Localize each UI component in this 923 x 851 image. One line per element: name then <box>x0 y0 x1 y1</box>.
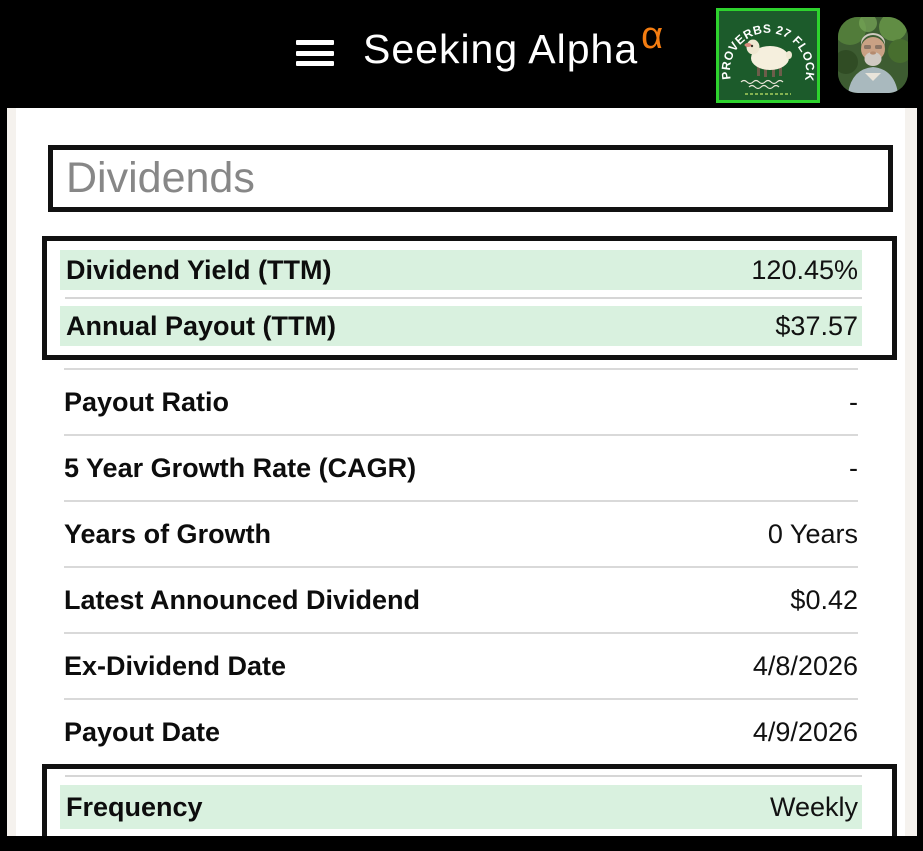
row-label: Latest Announced Dividend <box>64 584 421 615</box>
seeking-alpha-logo[interactable]: Seeking Alphaα <box>363 15 664 73</box>
brand-text: Seeking Alpha <box>363 26 639 72</box>
avatar-photo <box>838 17 908 93</box>
menu-bar <box>296 61 334 66</box>
row-value: - <box>849 452 858 483</box>
yield-payout-annotation-box: Dividend Yield (TTM) 120.45% Annual Payo… <box>42 236 897 360</box>
dividends-title-annotation-box: Dividends <box>48 145 893 212</box>
row-divider <box>64 566 858 568</box>
table-row: Latest Announced Dividend $0.42 <box>64 568 858 632</box>
frequency-annotation-box: Frequency Weekly <box>42 764 897 842</box>
row-value: 4/8/2026 <box>752 650 858 681</box>
table-row: Years of Growth 0 Years <box>64 502 858 566</box>
row-value: 120.45% <box>751 254 858 285</box>
app-header: Seeking Alphaα PROVERBS 27 FLOCKS <box>0 0 923 108</box>
row-divider <box>64 698 858 700</box>
table-row: Payout Ratio - <box>64 370 858 434</box>
alpha-icon: α <box>641 15 665 57</box>
page-margin-left <box>7 108 16 836</box>
row-divider <box>64 632 858 634</box>
row-label: Dividend Yield (TTM) <box>66 254 332 285</box>
table-row: Dividend Yield (TTM) 120.45% <box>60 250 862 290</box>
menu-bar <box>296 50 334 56</box>
frame-border-right <box>917 0 923 851</box>
row-label: Years of Growth <box>64 518 272 549</box>
page-title: Dividends <box>66 154 255 202</box>
row-value: $0.42 <box>790 584 858 615</box>
row-divider <box>65 297 862 299</box>
row-divider <box>64 434 858 436</box>
row-value: 0 Years <box>767 518 858 549</box>
row-label: 5 Year Growth Rate (CAGR) <box>64 452 417 483</box>
table-row: Frequency Weekly <box>60 785 862 829</box>
frame-border-bottom <box>0 836 923 851</box>
proverbs-27-flocks-badge: PROVERBS 27 FLOCKS <box>716 8 820 103</box>
frame-border-left <box>0 0 7 851</box>
row-divider <box>64 368 858 370</box>
row-label: Frequency <box>66 791 203 822</box>
profile-avatar[interactable] <box>838 17 908 93</box>
row-label: Payout Ratio <box>64 386 230 417</box>
row-divider <box>65 775 862 777</box>
row-value: 4/9/2026 <box>752 716 858 747</box>
sheep-logo-icon: PROVERBS 27 FLOCKS <box>719 11 817 95</box>
row-value: Weekly <box>769 791 858 822</box>
table-row: 5 Year Growth Rate (CAGR) - <box>64 436 858 500</box>
table-row: Payout Date 4/9/2026 <box>64 700 858 764</box>
menu-bar <box>296 40 334 45</box>
dividends-section: Dividends Dividend Yield (TTM) 120.45% A… <box>16 108 905 842</box>
hamburger-menu-icon[interactable] <box>296 40 334 66</box>
row-label: Ex-Dividend Date <box>64 650 287 681</box>
page-margin-right <box>905 108 917 836</box>
row-value: - <box>849 386 858 417</box>
row-value: $37.57 <box>775 310 858 341</box>
table-row: Ex-Dividend Date 4/8/2026 <box>64 634 858 698</box>
row-divider <box>64 500 858 502</box>
row-label: Payout Date <box>64 716 221 747</box>
row-label: Annual Payout (TTM) <box>66 310 336 341</box>
table-row: Annual Payout (TTM) $37.57 <box>60 306 862 346</box>
metrics-table: Payout Ratio - 5 Year Growth Rate (CAGR)… <box>64 368 858 764</box>
